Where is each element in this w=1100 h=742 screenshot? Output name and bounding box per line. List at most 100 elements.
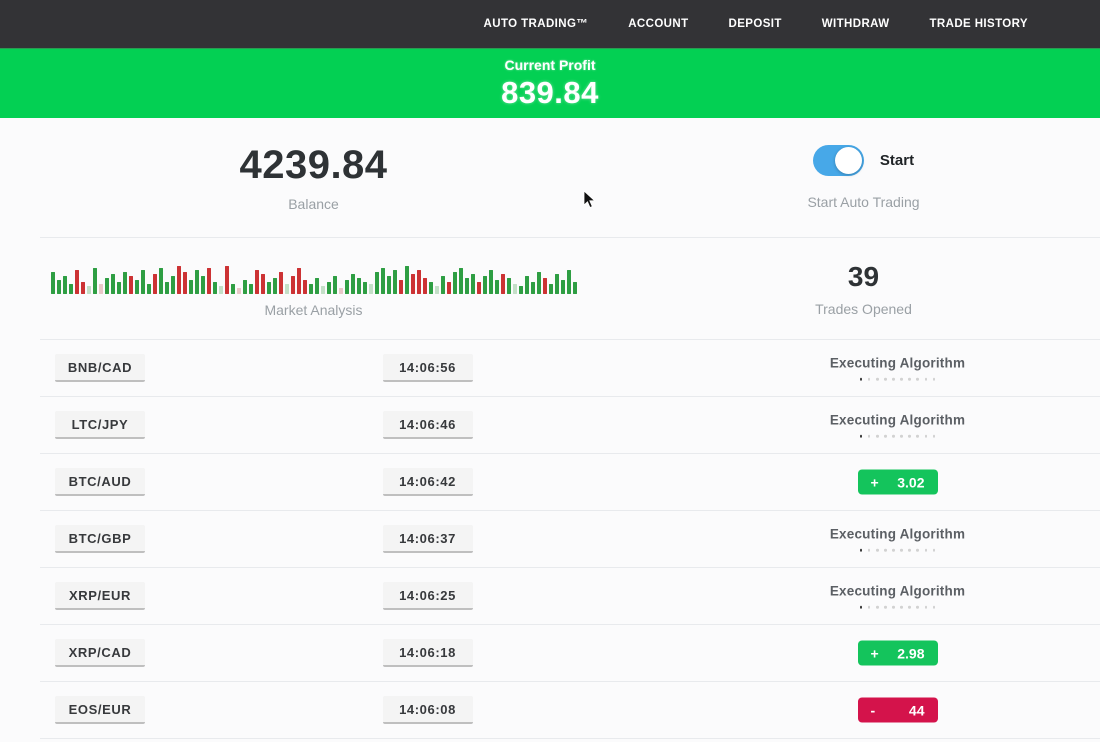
- progress-dot: [900, 548, 903, 552]
- market-bar: [182, 271, 187, 294]
- stats-section: 4239.84 Balance Start Start Auto Trading…: [0, 118, 1100, 340]
- nav-item-deposit[interactable]: DEPOSIT: [728, 18, 782, 30]
- progress-dot: [932, 377, 936, 381]
- progress-dot: [916, 548, 920, 552]
- pair-badge[interactable]: XRP/CAD: [55, 639, 145, 667]
- market-bar: [434, 285, 439, 294]
- progress-dot: [916, 605, 920, 609]
- executing-label: Executing Algorithm: [829, 412, 966, 428]
- market-bar: [506, 277, 511, 294]
- progress-dot: [932, 548, 936, 552]
- progress-dot: [932, 434, 936, 438]
- table-row: XRP/EUR 14:06:25 Executing Algorithm: [40, 568, 1100, 625]
- market-bar: [572, 281, 577, 294]
- trade-result-badge: +2.98: [857, 640, 938, 666]
- market-bar: [308, 283, 313, 294]
- pair-badge[interactable]: BNB/CAD: [55, 354, 145, 382]
- progress-dots: [859, 548, 936, 552]
- progress-dot: [908, 377, 911, 381]
- market-analysis-chart: [50, 260, 577, 294]
- market-bar: [548, 283, 553, 294]
- progress-dot: [884, 548, 887, 552]
- progress-dots: [859, 434, 936, 438]
- progress-dot: [916, 377, 920, 381]
- market-bar: [482, 275, 487, 294]
- market-bar: [146, 283, 151, 294]
- market-bar: [560, 279, 565, 294]
- market-bar: [464, 277, 469, 294]
- market-bar: [140, 269, 145, 294]
- trade-result-badge: +3.02: [857, 469, 938, 495]
- market-bar: [518, 285, 523, 294]
- market-bar: [356, 277, 361, 294]
- progress-dot: [924, 605, 928, 609]
- progress-dots: [859, 377, 936, 381]
- market-bar: [338, 287, 343, 294]
- market-bar: [92, 267, 97, 294]
- pair-badge[interactable]: BTC/GBP: [55, 525, 145, 553]
- time-badge: 14:06:42: [382, 468, 473, 496]
- market-bar: [350, 273, 355, 294]
- trades-opened-block: 39 Trades Opened: [627, 238, 1100, 339]
- market-bar: [440, 275, 445, 294]
- table-row: LTC/JPY 14:06:46 Executing Algorithm: [40, 397, 1100, 454]
- market-bar: [284, 283, 289, 294]
- nav-item-account[interactable]: ACCOUNT: [628, 18, 689, 30]
- status-executing: Executing Algorithm: [830, 413, 965, 438]
- market-bar: [326, 281, 331, 294]
- nav-item-auto-trading[interactable]: AUTO TRADING™: [483, 18, 589, 30]
- market-bar: [410, 273, 415, 294]
- nav-item-withdraw[interactable]: WITHDRAW: [821, 18, 890, 30]
- market-bar: [134, 279, 139, 294]
- progress-dot: [867, 548, 871, 552]
- market-bar: [272, 277, 277, 294]
- market-bar: [368, 283, 373, 294]
- nav-item-trade-history[interactable]: TRADE HISTORY: [929, 18, 1028, 30]
- progress-dot: [867, 434, 871, 438]
- market-bar: [212, 281, 217, 294]
- balance-value: 4239.84: [239, 143, 388, 187]
- market-bar: [476, 281, 481, 294]
- market-bar: [500, 273, 505, 294]
- pair-badge[interactable]: EOS/EUR: [55, 696, 145, 724]
- market-bar: [566, 269, 571, 294]
- market-bar: [74, 269, 79, 294]
- auto-trading-toggle[interactable]: [812, 145, 864, 176]
- pair-badge[interactable]: LTC/JPY: [55, 411, 145, 439]
- trades-opened-value: 39: [847, 260, 880, 292]
- market-bar: [176, 265, 181, 294]
- market-bar: [554, 273, 559, 294]
- progress-dot: [900, 434, 903, 438]
- progress-dot: [924, 377, 928, 381]
- progress-dot: [908, 434, 911, 438]
- market-bar: [416, 269, 421, 294]
- balance-block: 4239.84 Balance: [0, 118, 627, 237]
- market-bar: [206, 267, 211, 294]
- table-row: BNB/CAD 14:06:56 Executing Algorithm: [40, 340, 1100, 397]
- progress-dot: [884, 605, 887, 609]
- progress-dot: [884, 377, 887, 381]
- market-bar: [218, 285, 223, 294]
- table-row: EOS/EUR 14:06:08 - 44: [40, 682, 1100, 739]
- progress-dot: [892, 548, 895, 552]
- divider: [40, 339, 1100, 340]
- market-bar: [386, 275, 391, 294]
- toggle-label: Start: [879, 152, 915, 169]
- market-bar: [242, 279, 247, 294]
- market-bar: [170, 275, 175, 294]
- market-bar: [362, 281, 367, 294]
- progress-dot: [900, 377, 903, 381]
- pair-badge[interactable]: BTC/AUD: [55, 468, 145, 496]
- market-bar: [404, 265, 409, 294]
- market-bar: [314, 277, 319, 294]
- market-bar: [158, 267, 163, 294]
- result-amount: 2.98: [897, 645, 925, 661]
- pair-badge[interactable]: XRP/EUR: [55, 582, 145, 610]
- progress-dot: [908, 548, 911, 552]
- progress-dot: [924, 434, 928, 438]
- market-bar: [80, 281, 85, 294]
- progress-dot: [875, 434, 879, 438]
- market-bar: [56, 279, 61, 294]
- current-profit-banner: Current Profit 839.84: [0, 48, 1100, 118]
- current-profit-label: Current Profit: [504, 56, 596, 73]
